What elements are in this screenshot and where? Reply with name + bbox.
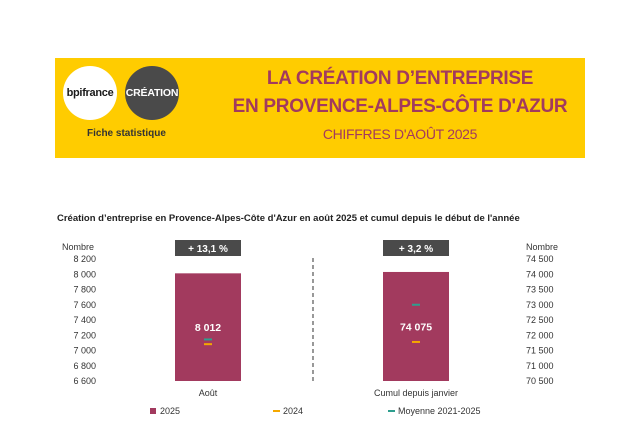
growth-badge-text: + 3,2 % xyxy=(399,244,433,255)
left-tick-label: 7 800 xyxy=(73,285,96,295)
left-tick-label: 7 000 xyxy=(73,346,96,356)
growth-badge xyxy=(175,240,241,256)
legend-label: 2025 xyxy=(160,406,180,416)
bpifrance-logo: bpifrance xyxy=(63,66,117,120)
right-tick-label: 71 000 xyxy=(526,361,554,371)
left-axis-label: Nombre xyxy=(62,242,94,252)
bar-2025 xyxy=(383,271,449,381)
creation-logo: CRÉATION xyxy=(125,66,179,120)
bar-value-label: 74 075 xyxy=(400,321,432,333)
bar-2025 xyxy=(175,273,241,381)
category-label: Cumul depuis janvier xyxy=(374,388,458,398)
growth-badge xyxy=(383,240,449,256)
creation-logo-text: CRÉATION xyxy=(125,87,179,99)
right-tick-label: 73 000 xyxy=(526,300,554,310)
legend-swatch-2025 xyxy=(150,408,156,414)
right-tick-label: 70 500 xyxy=(526,376,554,386)
right-axis-label: Nombre xyxy=(526,242,558,252)
left-tick-label: 7 600 xyxy=(73,300,96,310)
legend-label: Moyenne 2021-2025 xyxy=(398,406,481,416)
left-tick-label: 8 200 xyxy=(73,254,96,264)
chart-title: Création d’entreprise en Provence-Alpes-… xyxy=(57,213,520,224)
right-tick-label: 74 500 xyxy=(526,254,554,264)
left-tick-label: 7 400 xyxy=(73,315,96,325)
bar-value-label: 8 012 xyxy=(195,322,221,334)
page-title-line1: LA CRÉATION D’ENTREPRISE xyxy=(266,68,534,89)
left-tick-label: 6 600 xyxy=(73,376,96,386)
legend-label: 2024 xyxy=(283,406,303,416)
fiche-label: Fiche statistique xyxy=(87,128,166,139)
right-tick-label: 73 500 xyxy=(526,285,554,295)
left-tick-label: 7 200 xyxy=(73,330,96,340)
right-tick-label: 72 500 xyxy=(526,315,554,325)
right-tick-label: 74 000 xyxy=(526,269,554,279)
header-banner: bpifrance CRÉATION Fiche statistique LA … xyxy=(55,58,585,158)
bpifrance-logo-text: bpifrance xyxy=(66,87,114,99)
right-tick-label: 71 500 xyxy=(526,346,554,356)
left-tick-label: 8 000 xyxy=(73,269,96,279)
page-title-line2: EN PROVENCE-ALPES-CÔTE D'AZUR xyxy=(232,96,568,117)
page-title-line3: CHIFFRES D'AOÛT 2025 xyxy=(322,126,478,142)
right-tick-label: 72 000 xyxy=(526,330,554,340)
growth-badge-text: + 13,1 % xyxy=(188,244,228,255)
left-tick-label: 6 800 xyxy=(73,361,96,371)
category-label: Août xyxy=(199,388,218,398)
